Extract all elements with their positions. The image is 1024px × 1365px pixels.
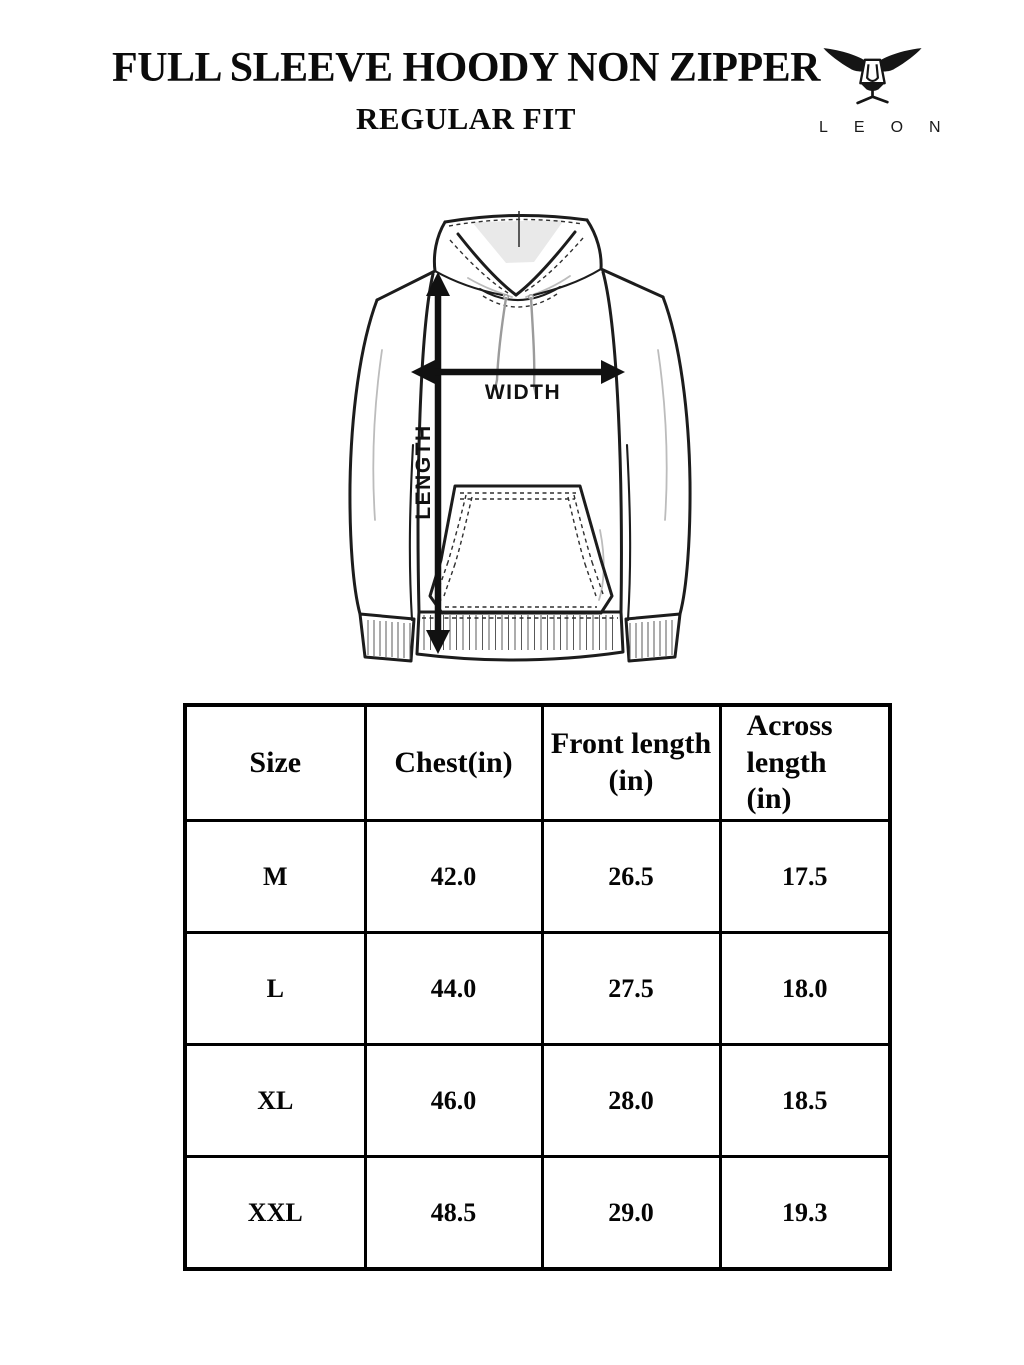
front-length-cell: 26.5: [540, 819, 722, 934]
size-cell: M: [183, 819, 367, 934]
hood-lining: [472, 220, 564, 263]
front-length-cell: 29.0: [540, 1155, 722, 1271]
chest-cell: 42.0: [363, 819, 544, 934]
across-length-cell: 18.0: [718, 931, 892, 1046]
size-cell: XL: [183, 1043, 367, 1158]
width-arrow: [411, 360, 625, 384]
brand-logo: LEON: [799, 40, 945, 137]
table-row: XXL 48.5 29.0 19.3: [183, 1155, 892, 1271]
table-row: L 44.0 27.5 18.0: [183, 931, 892, 1046]
drawstrings: [493, 293, 538, 397]
table-row: M 42.0 26.5 17.5: [183, 819, 892, 934]
hoodie-line-art: WIDTH LENGTH: [348, 211, 692, 663]
column-header-chest: Chest(in): [363, 703, 544, 822]
chest-cell: 46.0: [363, 1043, 544, 1158]
size-cell: XXL: [183, 1155, 367, 1271]
column-header-size: Size: [183, 703, 367, 822]
across-length-cell: 19.3: [718, 1155, 892, 1271]
column-header-front-length: Front length (in): [540, 703, 722, 822]
hoodie-diagram: WIDTH LENGTH: [320, 190, 720, 690]
table-row: XL 46.0 28.0 18.5: [183, 1043, 892, 1158]
header-row: Size Chest(in) Front length (in) Across …: [183, 703, 892, 822]
leon-logo-icon: [822, 48, 922, 105]
across-length-cell: 18.5: [718, 1043, 892, 1158]
header: FULL SLEEVE HOODY NON ZIPPER REGULAR FIT: [0, 46, 932, 134]
size-chart-table-wrap: Size Chest(in) Front length (in) Across …: [183, 703, 892, 1271]
front-length-cell: 28.0: [540, 1043, 722, 1158]
chest-cell: 44.0: [363, 931, 544, 1046]
column-header-across-length: Across length (in): [718, 703, 892, 822]
brand-wordmark: LEON: [819, 119, 967, 136]
across-length-cell: 17.5: [718, 819, 892, 934]
length-label: LENGTH: [412, 424, 435, 519]
kangaroo-pocket: [422, 484, 618, 619]
size-chart-table: Size Chest(in) Front length (in) Across …: [183, 703, 892, 1271]
width-label: WIDTH: [485, 381, 561, 404]
page-subtitle: REGULAR FIT: [356, 101, 576, 137]
length-arrow: [426, 272, 450, 654]
size-cell: L: [183, 931, 367, 1046]
front-length-cell: 27.5: [540, 931, 722, 1046]
hood: [432, 211, 603, 308]
chest-cell: 48.5: [363, 1155, 544, 1271]
page-title: FULL SLEEVE HOODY NON ZIPPER: [112, 45, 820, 91]
body-outline: [348, 267, 692, 663]
